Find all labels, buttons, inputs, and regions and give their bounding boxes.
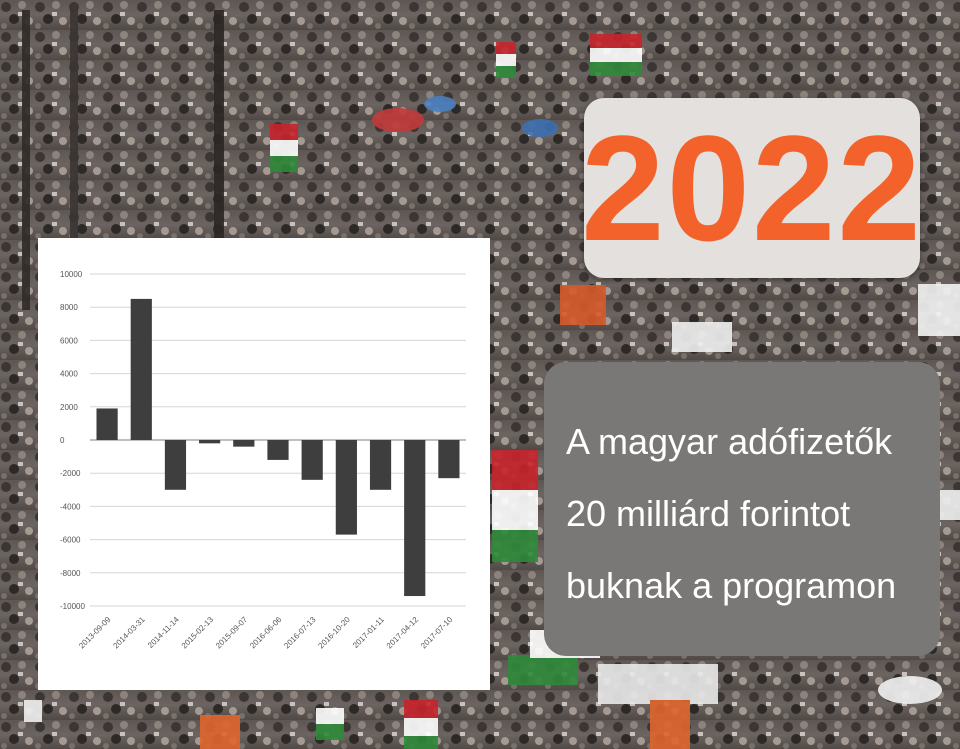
y-tick-label: -8000	[60, 569, 81, 578]
y-tick-label: 6000	[60, 336, 78, 345]
x-tick-label: 2017-07-10	[419, 615, 455, 651]
x-tick-label: 2013-09-09	[77, 615, 113, 651]
y-tick-label: -10000	[60, 602, 85, 611]
bar-2015-02-13	[199, 440, 221, 444]
year-text: 2022	[581, 104, 923, 272]
year-badge: 2022	[581, 98, 923, 278]
y-tick-label: 4000	[60, 370, 78, 379]
bar-2016-06-06	[267, 440, 289, 460]
y-tick-label: -4000	[60, 502, 81, 511]
y-tick-label: 2000	[60, 403, 78, 412]
x-tick-label: 2014-11-14	[146, 615, 181, 650]
y-tick-label: -6000	[60, 536, 81, 545]
bar-2014-11-14	[164, 440, 187, 490]
bar-2017-01-11	[369, 440, 392, 490]
y-tick-label: 10000	[60, 270, 83, 279]
grid-layer	[90, 273, 466, 607]
bar-2016-07-13	[301, 440, 323, 480]
bar-chart: 10000 8000 6000 4000 2000 0 -2000 -4000 -6000 -80…	[60, 270, 466, 651]
bar-2013-09-09	[96, 408, 118, 440]
bar-2017-04-12	[404, 440, 426, 597]
bar-2015-09-07	[233, 440, 255, 447]
bar-chart-panel: 10000 8000 6000 4000 2000 0 -2000 -4000 -6000 -80…	[38, 238, 490, 690]
x-tick-label: 2014-03-31	[111, 615, 147, 651]
x-tick-label: 2015-09-07	[214, 615, 250, 651]
bar-2017-07-10	[438, 440, 460, 479]
x-tick-label: 2017-04-12	[385, 615, 421, 651]
x-tick-label: 2016-06-06	[248, 615, 284, 651]
bar-2014-03-31	[130, 298, 152, 440]
caption-line-1: A magyar adófizetők	[566, 421, 893, 462]
caption-line-3: buknak a programon	[566, 565, 897, 606]
x-tick-label: 2016-07-13	[282, 615, 318, 651]
y-tick-label: 0	[60, 436, 65, 445]
x-tick-label: 2015-02-13	[180, 615, 216, 651]
x-tick-label: 2016-10-20	[316, 615, 352, 651]
caption-box: A magyar adófizetők 20 milliárd forintot…	[544, 362, 940, 656]
y-tick-label: -2000	[60, 469, 81, 478]
y-tick-label: 8000	[60, 303, 78, 312]
x-tick-label: 2017-01-11	[351, 615, 386, 650]
bar-series	[96, 298, 460, 597]
bar-2016-10-20	[335, 440, 357, 535]
caption-line-2: 20 milliárd forintot	[566, 493, 851, 534]
y-tick-labels: 10000 8000 6000 4000 2000 0 -2000 -4000 -6000 -80…	[60, 270, 85, 611]
